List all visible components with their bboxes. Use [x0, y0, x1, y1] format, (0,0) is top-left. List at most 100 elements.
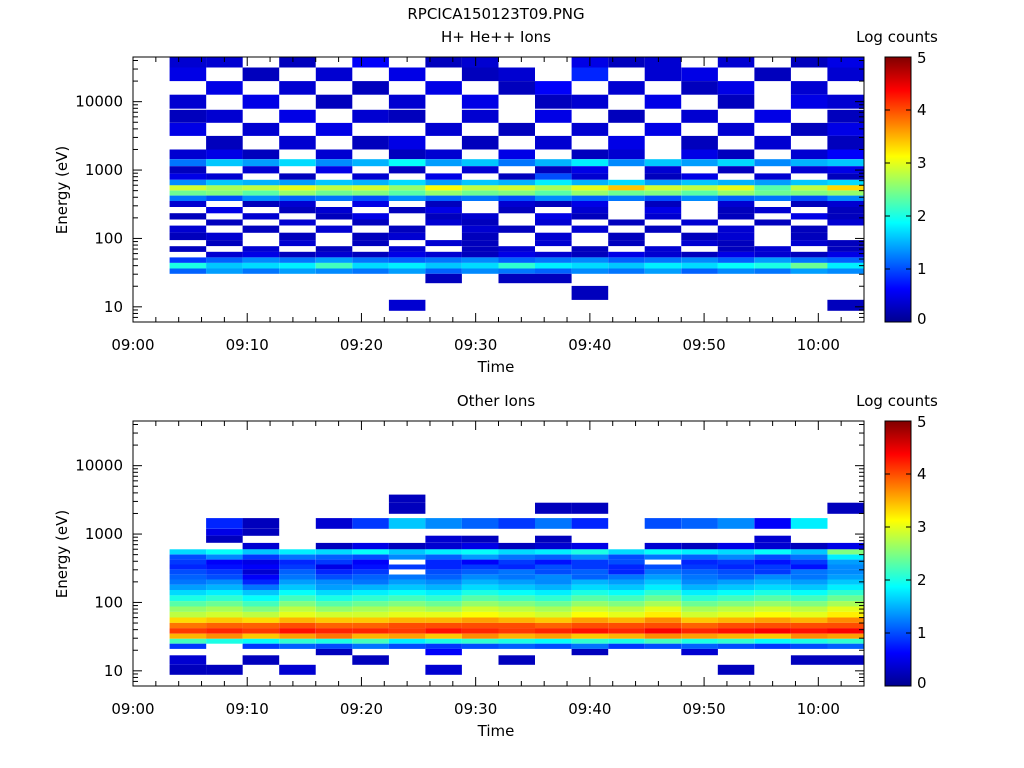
heatmap-cell [717, 549, 755, 555]
heatmap-cell [535, 201, 572, 207]
heatmap-cell [315, 595, 353, 602]
heatmap-cell [169, 617, 207, 623]
heatmap-cell [498, 257, 535, 263]
heatmap-cell [279, 207, 316, 214]
heatmap-cell [461, 94, 499, 109]
heatmap-cell [498, 185, 535, 191]
heatmap-cell [827, 190, 864, 196]
heatmap-cell [206, 207, 243, 214]
heatmap-cell [535, 195, 572, 201]
heatmap-cell [425, 257, 462, 263]
heatmap-cell [242, 601, 280, 607]
x-tick-label: 09:40 [568, 336, 611, 354]
heatmap-cell [425, 518, 462, 529]
heatmap-cell [461, 179, 499, 186]
heatmap-cell [644, 549, 682, 555]
heatmap-cell [827, 638, 864, 644]
heatmap-cell [425, 611, 462, 618]
heatmap-cell [717, 179, 755, 186]
heatmap-cell [242, 633, 280, 639]
heatmap-cell [535, 190, 572, 196]
heatmap-cell [608, 574, 645, 580]
colorbar [884, 420, 912, 687]
heatmap-cell [644, 518, 682, 529]
heatmap-cell [425, 81, 462, 95]
heatmap-cell [242, 262, 280, 269]
heatmap-cell [315, 268, 353, 274]
heatmap-cell [425, 617, 462, 623]
heatmap-cell [717, 611, 755, 618]
heatmap-cell [169, 611, 207, 618]
heatmap-cell [315, 617, 353, 623]
heatmap-cell [169, 213, 207, 220]
heatmap-cell [169, 190, 207, 196]
heatmap-cell [315, 542, 353, 550]
heatmap-cell [388, 590, 426, 596]
heatmap-cell [315, 559, 353, 565]
heatmap-cell [206, 518, 243, 529]
colorbar-tick-label: 2 [917, 571, 927, 589]
heatmap-cell [681, 109, 718, 123]
heatmap-cell [206, 232, 243, 241]
heatmap-cell [425, 648, 462, 656]
heatmap-cell [352, 655, 389, 665]
heatmap-cell [571, 179, 609, 186]
heatmap-cell [827, 159, 864, 167]
heatmap-cell [425, 569, 462, 575]
heatmap-cell [352, 268, 389, 274]
heatmap-cell [315, 149, 353, 160]
heatmap-cell [790, 251, 828, 258]
heatmap-cell [169, 595, 207, 602]
heatmap-cell [206, 257, 243, 263]
heatmap-cell [461, 595, 499, 602]
heatmap-cell [498, 149, 535, 160]
heatmap-cell [644, 173, 682, 180]
heatmap-cell [388, 601, 426, 607]
heatmap-cell [790, 601, 828, 607]
heatmap-cell [681, 268, 718, 274]
heatmap-cell [790, 268, 828, 274]
heatmap-cell [425, 213, 462, 220]
heatmap-cell [242, 94, 280, 109]
heatmap-cell [571, 643, 609, 649]
heatmap-cell [644, 595, 682, 602]
heatmap-cell [571, 549, 609, 555]
heatmap-cell [681, 633, 718, 639]
heatmap-cell [498, 542, 535, 550]
colorbar-tick-label: 5 [917, 49, 927, 67]
heatmap-cell [169, 564, 207, 570]
heatmap-cell [169, 262, 207, 269]
heatmap-cell [388, 109, 426, 123]
heatmap-cell [535, 542, 572, 550]
heatmap-cell [827, 611, 864, 618]
heatmap-cell [717, 643, 755, 649]
heatmap-cell [169, 628, 207, 634]
heatmap-cell [754, 554, 791, 560]
heatmap-cell [608, 179, 645, 186]
heatmap-cell [754, 638, 791, 644]
heatmap-cell [644, 195, 682, 201]
heatmap-cell [242, 190, 280, 196]
heatmap-cell [315, 643, 353, 649]
heatmap-cell [352, 262, 389, 269]
heatmap-cell [827, 655, 864, 665]
heatmap-cell [388, 564, 426, 570]
heatmap-cell [315, 564, 353, 570]
heatmap-cell [535, 590, 572, 596]
heatmap-cell [169, 232, 207, 241]
heatmap-cell [681, 617, 718, 623]
heatmap-cell [535, 584, 572, 590]
colorbar-tick-label: 4 [917, 465, 927, 483]
heatmap-cell [315, 601, 353, 607]
heatmap-cell [571, 213, 609, 220]
heatmap-cell [279, 185, 316, 191]
heatmap-cell [352, 595, 389, 602]
heatmap-cell [790, 257, 828, 263]
heatmap-cell [754, 173, 791, 180]
heatmap-cell [498, 574, 535, 580]
heatmap-cell [827, 201, 864, 207]
heatmap-cell [790, 590, 828, 596]
heatmap-cell [827, 643, 864, 649]
heatmap-cell [315, 606, 353, 612]
heatmap-cell [535, 232, 572, 241]
